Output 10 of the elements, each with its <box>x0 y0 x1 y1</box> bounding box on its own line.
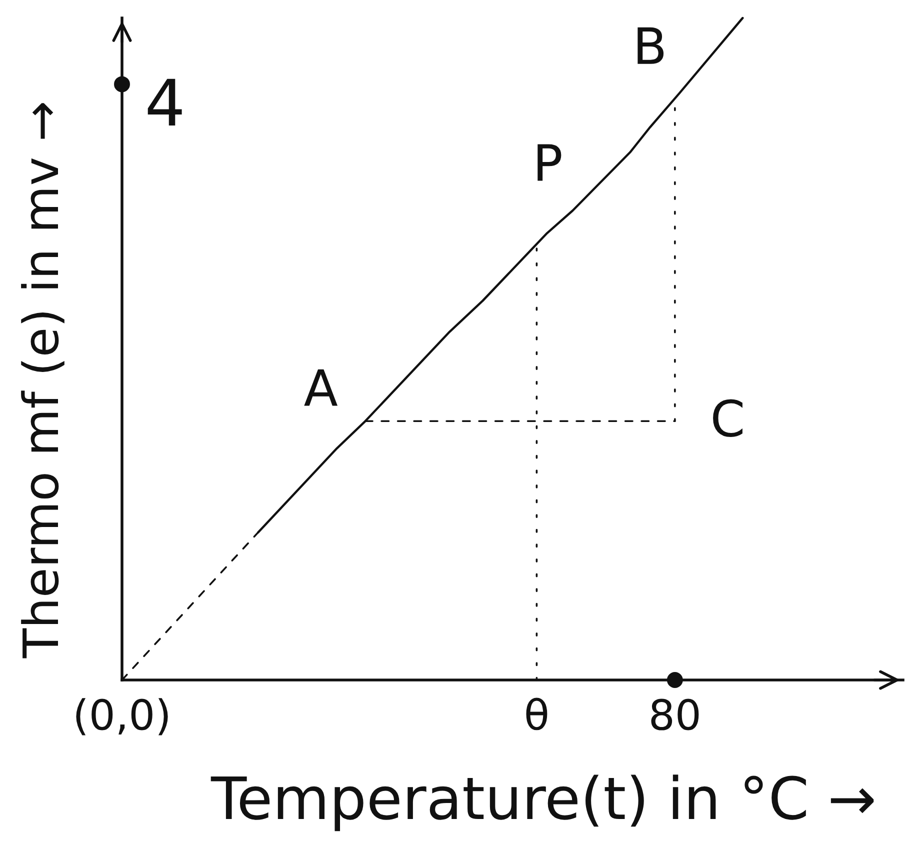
y-axis-title: Thermo mf (e) in mv → <box>21 103 64 658</box>
x-axis-title: Temperature(t) in °C → <box>210 774 874 832</box>
annotation: A <box>304 369 338 406</box>
x-tick-label: (0,0) <box>76 698 168 736</box>
annotation: 4 <box>148 78 182 126</box>
x-tick-label: 80 <box>651 698 699 730</box>
annotation: B <box>638 27 664 64</box>
x-tick-label: θ <box>526 698 548 730</box>
annotation: C <box>713 399 742 438</box>
annotation: P <box>538 144 562 181</box>
